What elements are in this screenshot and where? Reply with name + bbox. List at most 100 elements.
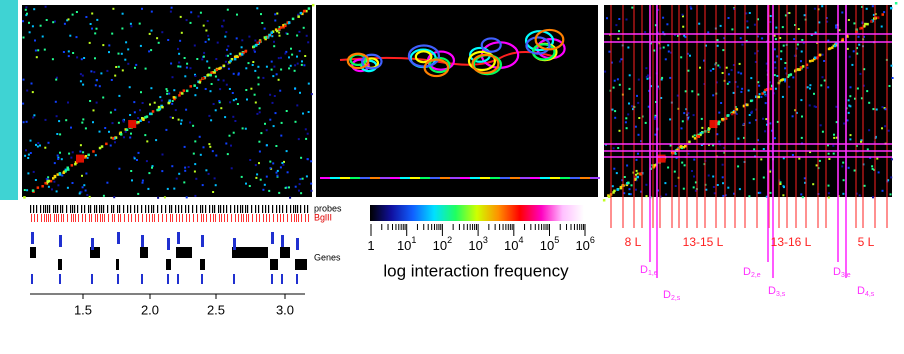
diag-cell	[168, 99, 171, 102]
heat-cell	[237, 73, 240, 76]
probe-tick	[49, 205, 51, 213]
heat-cell	[229, 52, 232, 55]
bglii-tick	[31, 214, 32, 222]
heat-cell	[185, 66, 188, 69]
heat-cell	[298, 189, 300, 192]
heat-cell	[818, 159, 821, 162]
heat-cell	[202, 146, 205, 149]
diag-cell	[679, 145, 682, 149]
heat-cell	[712, 144, 715, 147]
heat-cell	[129, 22, 132, 25]
heat-cell	[862, 84, 865, 87]
diag-cell	[288, 21, 291, 24]
heat-cell	[111, 122, 114, 125]
probe-tick	[84, 205, 86, 213]
diag-cell	[149, 112, 152, 116]
heat-cell	[725, 66, 728, 69]
diag-cell	[92, 150, 95, 153]
tick-base: 10	[468, 238, 482, 253]
bglii-tick	[266, 214, 267, 222]
heat-cell	[827, 152, 830, 155]
bglii-tick	[201, 214, 202, 222]
heat-cell	[860, 97, 863, 100]
heat-cell	[750, 77, 753, 80]
heat-cell	[177, 65, 180, 68]
heat-cell	[258, 140, 261, 143]
heat-cell	[654, 133, 657, 136]
gene-block	[58, 259, 62, 270]
diag-cell	[881, 13, 884, 16]
heat-cell	[653, 118, 656, 120]
bglii-tick	[142, 214, 143, 222]
heat-cell	[724, 194, 727, 197]
genome-strip	[420, 177, 430, 179]
gene-block	[140, 247, 148, 258]
heat-cell	[784, 67, 787, 70]
diag-cell	[284, 24, 287, 28]
heat-cell	[773, 34, 776, 37]
heat-cell	[209, 145, 212, 148]
gene-name	[177, 274, 179, 284]
heat-cell	[297, 138, 300, 141]
heat-cell	[705, 188, 708, 191]
diag-cell	[157, 105, 161, 109]
axis-tick-label: 2.5	[207, 302, 225, 317]
heat-cell	[65, 119, 68, 122]
heat-cell	[849, 86, 852, 89]
loop	[346, 52, 370, 70]
heat-cell	[262, 188, 265, 191]
heat-cell	[616, 78, 619, 81]
probe-tick	[286, 205, 288, 213]
diag-cell	[672, 152, 675, 155]
heat-cell	[225, 83, 228, 86]
diag-cell	[761, 92, 764, 95]
tick-base: 10	[397, 238, 411, 253]
diag-cell	[182, 89, 186, 92]
heat-cell	[849, 95, 852, 98]
genome-strip	[390, 177, 400, 179]
heat-cell	[127, 62, 130, 65]
heat-cell	[718, 111, 721, 114]
heat-cell	[212, 191, 215, 193]
heat-cell	[109, 144, 112, 147]
diag-cell	[218, 67, 221, 70]
heat-cell	[208, 114, 211, 117]
heat-cell	[206, 20, 209, 22]
probe-tick	[196, 205, 198, 213]
heat-cell	[709, 69, 712, 72]
heat-cell	[60, 158, 63, 161]
probe-tick	[251, 205, 253, 213]
tick-base: 10	[540, 238, 554, 253]
heat-cell	[210, 119, 213, 122]
heat-cell	[192, 152, 195, 155]
heat-cell	[762, 148, 765, 150]
diag-cell	[721, 118, 724, 121]
heat-cell	[278, 31, 281, 34]
heat-cell	[847, 99, 850, 102]
diag-cell	[278, 28, 281, 31]
diag-cell	[172, 96, 176, 99]
heat-cell	[254, 164, 257, 167]
diag-cell	[45, 182, 49, 185]
heat-cell	[51, 58, 54, 61]
heat-cell	[782, 44, 785, 47]
diag-cell	[135, 121, 138, 124]
heat-cell	[157, 41, 160, 44]
heat-cell	[183, 57, 186, 59]
heat-cell	[300, 63, 303, 66]
heat-cell	[662, 16, 665, 19]
heat-cell	[161, 31, 164, 34]
heat-cell	[133, 111, 136, 114]
diag-cell	[684, 145, 687, 148]
heat-cell	[275, 73, 278, 76]
heat-cell	[254, 39, 257, 42]
heat-cell	[787, 76, 790, 78]
track-label: probes	[314, 203, 342, 213]
probe-tick	[212, 205, 214, 213]
region-label: 8 L	[625, 235, 642, 249]
heat-cell	[610, 61, 613, 64]
heat-cell	[102, 96, 105, 99]
heat-cell	[703, 59, 706, 62]
